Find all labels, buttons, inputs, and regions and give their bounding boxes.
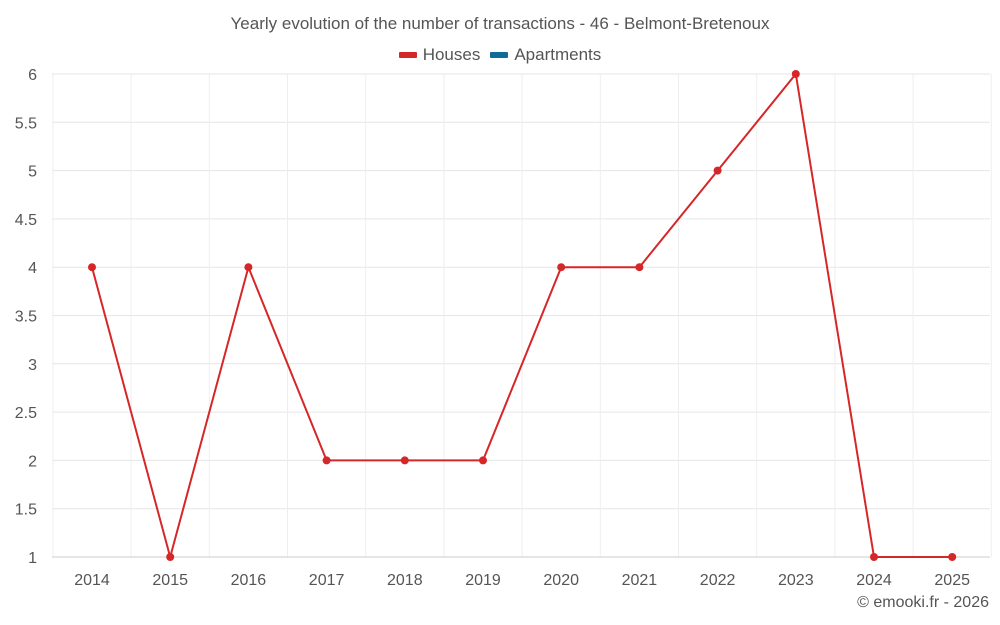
y-tick-label: 2.5 — [15, 405, 37, 422]
x-tick-label: 2014 — [74, 572, 110, 589]
series-line-houses — [91, 73, 953, 558]
legend: Houses Apartments — [0, 45, 1000, 65]
data-point-houses-2023[interactable] — [791, 70, 800, 78]
chart-title: Yearly evolution of the number of transa… — [230, 14, 770, 33]
data-point-houses-2020[interactable] — [557, 263, 566, 272]
y-tick-label: 5 — [28, 164, 37, 181]
y-tick-label: 4 — [28, 260, 37, 277]
y-tick-label: 1.5 — [15, 502, 37, 519]
data-point-houses-2018[interactable] — [400, 456, 409, 465]
y-tick-label: 3 — [28, 357, 37, 374]
legend-swatch-houses — [398, 52, 417, 58]
data-point-houses-2016[interactable] — [244, 263, 253, 272]
axes: 1 1.5 2 2.5 3 3.5 4 4.5 5 5.5 6 2014 2015 2016 2017 201… — [15, 67, 990, 589]
x-tick-label: 2020 — [543, 572, 579, 589]
legend-item-apartments[interactable]: Apartments — [490, 45, 601, 65]
data-point-houses-2019[interactable] — [479, 456, 487, 465]
data-point-houses-2024[interactable] — [870, 553, 878, 561]
y-tick-label: 6 — [28, 67, 37, 84]
legend-item-houses[interactable]: Houses — [398, 45, 481, 65]
y-tick-label: 3.5 — [15, 309, 37, 326]
data-point-houses-2021[interactable] — [635, 263, 644, 272]
legend-label-apartments: Apartments — [514, 45, 602, 64]
x-tick-label: 2019 — [465, 572, 501, 589]
data-point-houses-2022[interactable] — [713, 166, 722, 175]
x-tick-label: 2017 — [309, 572, 345, 589]
data-point-houses-2025[interactable] — [948, 553, 957, 561]
x-tick-label: 2021 — [622, 572, 658, 589]
x-tick-label: 2015 — [152, 572, 188, 589]
y-tick-label: 1 — [28, 550, 37, 567]
data-point-houses-2017[interactable] — [322, 456, 331, 465]
x-tick-label: 2023 — [778, 572, 814, 589]
y-tick-label: 2 — [28, 453, 37, 470]
data-point-houses-2014[interactable] — [88, 263, 96, 272]
legend-swatch-apartments — [490, 52, 509, 58]
x-tick-label: 2024 — [856, 572, 892, 589]
series-layer — [88, 70, 957, 561]
credit-text: © emooki.fr - 2026 — [857, 594, 989, 611]
x-tick-label: 2018 — [387, 572, 423, 589]
data-point-houses-2015[interactable] — [166, 553, 175, 561]
x-tick-label: 2025 — [934, 572, 970, 589]
y-tick-label: 5.5 — [15, 115, 37, 132]
y-tick-label: 4.5 — [15, 212, 37, 229]
x-tick-label: 2016 — [231, 572, 267, 589]
grid — [52, 73, 992, 558]
legend-label-houses: Houses — [422, 45, 481, 64]
x-tick-label: 2022 — [700, 572, 736, 589]
